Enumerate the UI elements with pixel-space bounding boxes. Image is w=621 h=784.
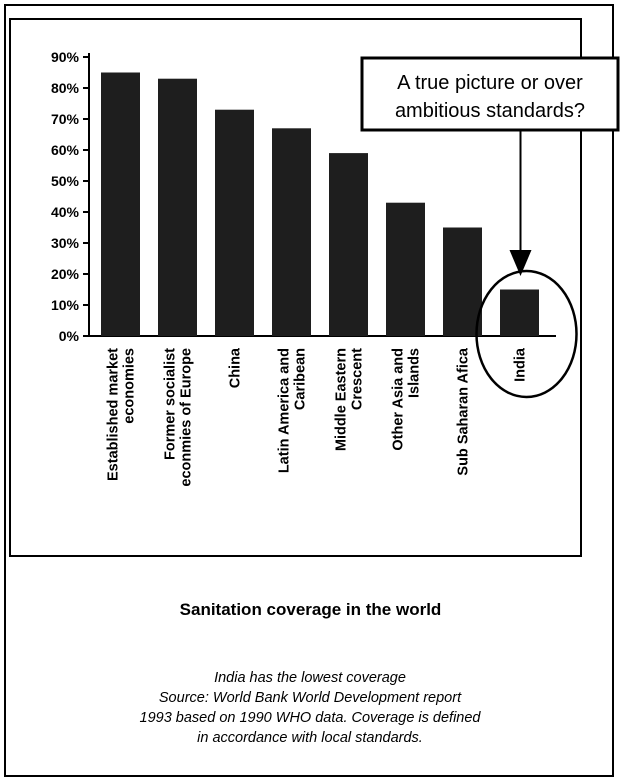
x-tick-label-line: China <box>228 347 244 388</box>
bar <box>329 153 368 336</box>
highlight-circle <box>475 269 578 399</box>
x-tick-label: Middle EasternCrescent <box>334 348 366 451</box>
bar <box>386 202 425 336</box>
caption-line: Source: World Bank World Development rep… <box>158 690 462 706</box>
caption: India has the lowest coverage Source: Wo… <box>60 668 560 748</box>
x-tick-label: Former socialisteconmies of Europe <box>163 348 195 487</box>
x-tick-label: India <box>513 347 529 382</box>
y-tick-label: 10% <box>51 297 80 313</box>
y-tick-label: 0% <box>59 328 80 344</box>
bar <box>158 78 197 336</box>
y-tick-label: 80% <box>51 80 80 96</box>
y-tick-label: 60% <box>51 142 80 158</box>
x-tick-label-line: Caribean <box>293 348 309 410</box>
bar <box>215 109 254 336</box>
bar <box>443 227 482 336</box>
x-tick-label-line: Established market <box>106 348 122 481</box>
chart-title: Sanitation coverage in the world <box>179 600 442 619</box>
x-tick-label: Other Asia andIslands <box>391 348 423 451</box>
x-tick-label: Established marketeconomies <box>106 348 138 481</box>
figure-frame <box>4 4 614 777</box>
y-tick-label: 70% <box>51 111 80 127</box>
annotation-text: A true picture or over <box>397 72 583 94</box>
y-tick-label: 30% <box>51 235 80 251</box>
bar <box>500 289 539 336</box>
annotation-box <box>360 56 620 132</box>
y-tick-label: 50% <box>51 173 80 189</box>
caption-line: India has the lowest coverage <box>214 670 406 686</box>
y-tick-label: 20% <box>51 266 80 282</box>
annotation-arrow-head <box>509 250 532 276</box>
caption-line: 1993 based on 1990 WHO data. Coverage is… <box>139 710 481 726</box>
y-tick-label: 90% <box>51 49 80 65</box>
chart-panel <box>9 18 582 557</box>
bars <box>101 72 539 336</box>
annotation-text: ambitious standards? <box>395 100 585 122</box>
x-tick-label-line: econmies of Europe <box>179 348 195 487</box>
x-tick-label-line: Latin America and <box>277 348 293 473</box>
caption-line: in accordance with local standards. <box>197 730 423 746</box>
x-tick-label-line: Other Asia and <box>391 348 407 451</box>
y-tick-label: 40% <box>51 204 80 220</box>
x-tick-label-line: Sub Saharan Afica <box>456 347 472 476</box>
x-tick-label: Latin America andCaribean <box>277 348 309 473</box>
x-tick-label-line: Former socialist <box>163 348 179 460</box>
x-tick-label-line: Islands <box>407 348 423 398</box>
x-tick-label-line: economies <box>122 348 138 424</box>
bar <box>101 72 140 336</box>
bar <box>272 128 311 336</box>
x-tick-label: Sub Saharan Afica <box>456 347 472 476</box>
annotation: A true picture or over ambitious standard… <box>360 56 620 399</box>
x-tick-label-line: India <box>513 347 529 382</box>
x-tick-label-line: Middle Eastern <box>334 348 350 451</box>
x-tick-label-line: Crescent <box>350 348 366 410</box>
x-tick-label: China <box>228 347 244 388</box>
x-axis-labels: Established marketeconomies Former social… <box>106 347 529 487</box>
